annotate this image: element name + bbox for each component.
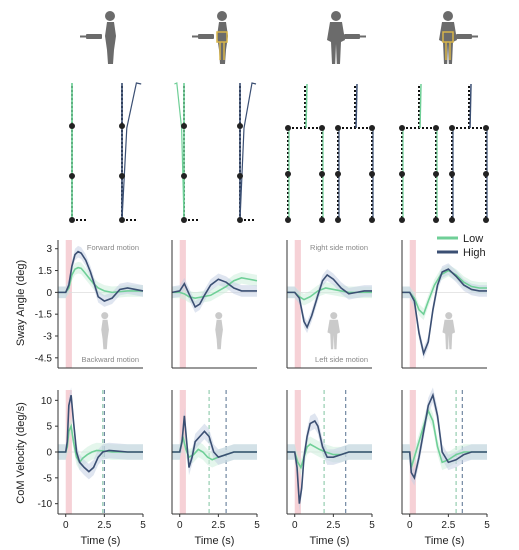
y-tick-label: -3 bbox=[43, 332, 52, 343]
y-tick-label: 10 bbox=[41, 396, 53, 407]
inset-silhouette-icon bbox=[327, 312, 341, 350]
series-band-high bbox=[402, 387, 487, 486]
series-line-low bbox=[402, 269, 487, 316]
person-front-view-icon bbox=[327, 11, 366, 64]
stimulus-window bbox=[179, 240, 186, 368]
x-axis-label: Time (s) bbox=[425, 535, 465, 547]
inset-silhouette-icon bbox=[101, 312, 109, 350]
com-velocity-panel-1: 10 5 0 -5 -10 0 2.5 5 Time (s) bbox=[38, 387, 146, 547]
x-tick-label: 2.5 bbox=[211, 520, 225, 531]
plot-panels: 3 1.5 0 -1.5 -3 -4.5 Forward motion Backward mo… bbox=[35, 240, 490, 547]
series-band-high bbox=[58, 387, 143, 480]
perturbation-device-icon bbox=[80, 34, 102, 39]
perturbation-device-icon bbox=[456, 34, 478, 39]
x-tick-label: 0 bbox=[407, 520, 413, 531]
y-tick-label: 5 bbox=[46, 422, 52, 433]
annotation-bottom: Left side motion bbox=[315, 355, 368, 364]
com-velocity-panel-4: 0 2.5 5 Time (s) bbox=[401, 387, 490, 547]
inset-silhouette-icon bbox=[442, 312, 456, 350]
sway-angle-panel-2 bbox=[171, 240, 258, 369]
silhouette-row bbox=[80, 11, 478, 64]
series-line-low bbox=[58, 423, 143, 464]
person-side-view-icon bbox=[80, 11, 116, 64]
y-tick-label: 1.5 bbox=[38, 266, 52, 277]
series-line-high bbox=[58, 250, 144, 302]
x-tick-label: 5 bbox=[254, 520, 260, 531]
y-tick-label: -5 bbox=[43, 473, 52, 484]
series-line-high bbox=[402, 392, 487, 480]
x-tick-label: 0 bbox=[177, 520, 183, 531]
com-velocity-panel-3: 0 2.5 5 Time (s) bbox=[286, 390, 375, 547]
y-tick-label: -1.5 bbox=[35, 310, 53, 321]
x-tick-label: 2.5 bbox=[97, 520, 111, 531]
person-front-view-suit-icon bbox=[439, 11, 478, 64]
series-line-high bbox=[171, 278, 257, 309]
sway-angle-panel-3: Right side motion Left side motion bbox=[286, 240, 372, 369]
sagittal-skeleton bbox=[69, 83, 86, 223]
legend: Low High bbox=[437, 233, 486, 259]
series-line-high bbox=[287, 273, 372, 330]
legend-label-high: High bbox=[463, 247, 486, 259]
y-tick-label: -10 bbox=[38, 499, 53, 510]
series-band-low bbox=[402, 264, 487, 320]
x-tick-label: 5 bbox=[369, 520, 375, 531]
series-line-high bbox=[172, 415, 257, 468]
series-line-low bbox=[402, 408, 487, 468]
series-line-high bbox=[58, 394, 143, 473]
x-tick-label: 2.5 bbox=[326, 520, 340, 531]
annotation-top: Right side motion bbox=[310, 243, 368, 252]
com-velocity-axis-label: CoM Velocity (deg/s) bbox=[15, 402, 27, 503]
x-tick-label: 0 bbox=[63, 520, 69, 531]
annotation-top: Forward motion bbox=[87, 243, 139, 252]
stimulus-window bbox=[65, 240, 72, 368]
y-tick-label: -4.5 bbox=[35, 353, 53, 364]
series-band-high bbox=[172, 408, 257, 476]
stimulus-window bbox=[294, 240, 301, 368]
legend-label-low: Low bbox=[463, 233, 483, 245]
series-line-low bbox=[58, 266, 143, 294]
sagittal-skeleton bbox=[174, 82, 198, 223]
x-tick-label: 0 bbox=[292, 520, 298, 531]
series-band-high bbox=[287, 413, 372, 512]
series-band-high bbox=[287, 269, 372, 334]
stimulus-window bbox=[409, 240, 416, 368]
sagittal-skeleton bbox=[237, 82, 257, 223]
sway-angle-panel-1: 3 1.5 0 -1.5 -3 -4.5 Forward motion Backward mo… bbox=[35, 240, 144, 369]
y-tick-label: 3 bbox=[46, 244, 52, 255]
person-side-view-suit-icon bbox=[192, 11, 228, 64]
perturbation-device-icon bbox=[344, 34, 366, 39]
skeleton-row bbox=[69, 82, 489, 223]
frontal-skeleton bbox=[285, 83, 325, 223]
y-tick-label: 0 bbox=[46, 448, 52, 459]
sagittal-skeleton bbox=[119, 82, 142, 223]
perturbation-device-icon bbox=[192, 34, 214, 39]
series-line-high bbox=[287, 419, 372, 504]
series-band-high bbox=[402, 263, 487, 360]
frontal-skeleton bbox=[399, 83, 439, 223]
frontal-skeleton bbox=[335, 83, 375, 223]
frontal-skeleton bbox=[449, 83, 489, 223]
x-tick-label: 5 bbox=[140, 520, 146, 531]
annotation-bottom: Backward motion bbox=[81, 355, 139, 364]
x-tick-label: 2.5 bbox=[441, 520, 455, 531]
series-line-low bbox=[172, 276, 258, 299]
x-axis-label: Time (s) bbox=[310, 535, 350, 547]
com-velocity-panel-2: 0 2.5 5 Time (s) bbox=[171, 390, 260, 547]
x-axis-label: Time (s) bbox=[195, 535, 235, 547]
inset-silhouette-icon bbox=[215, 312, 223, 350]
sway-angle-axis-label: Sway Angle (deg) bbox=[15, 260, 27, 346]
x-tick-label: 5 bbox=[484, 520, 490, 531]
y-tick-label: 0 bbox=[46, 288, 52, 299]
x-axis-label: Time (s) bbox=[81, 535, 121, 547]
sway-angle-panel-4 bbox=[401, 240, 487, 369]
series-line-high bbox=[402, 268, 487, 357]
